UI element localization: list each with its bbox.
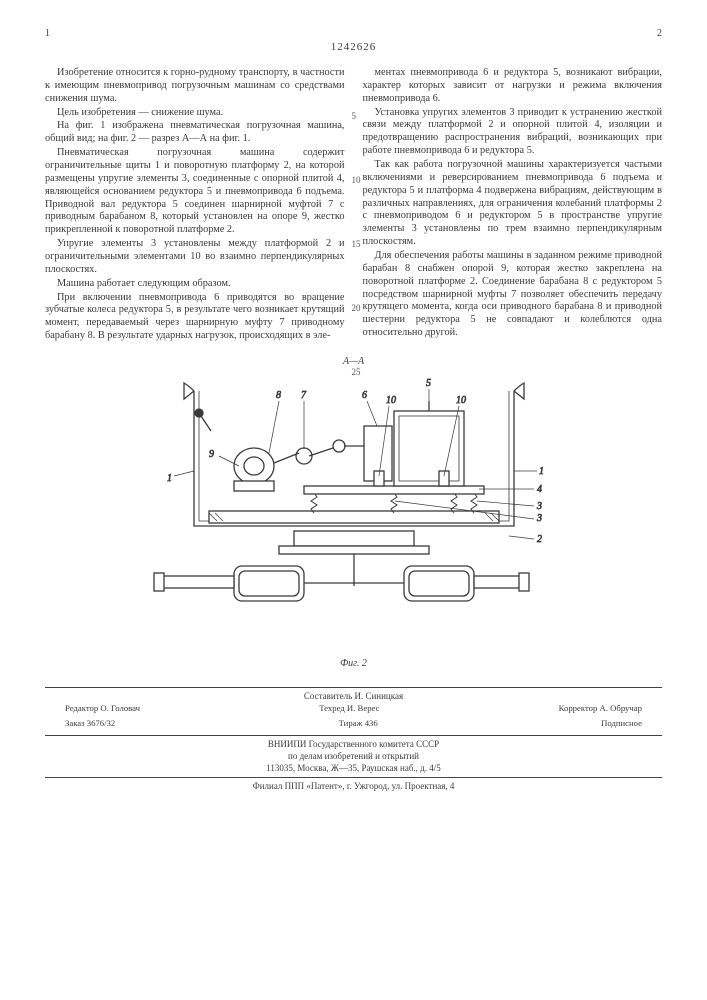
section-label: А—А xyxy=(45,356,662,367)
address-1: 113035, Москва, Ж—35, Раушская наб., д. … xyxy=(45,763,662,775)
paragraph: На фиг. 1 изображена пневматическая погр… xyxy=(45,120,345,146)
figure-2: А—А xyxy=(45,356,662,669)
callout-4: 4 xyxy=(537,484,542,495)
line-number: 20 xyxy=(352,303,361,314)
callout-5: 5 xyxy=(426,378,431,389)
callout-9: 9 xyxy=(209,449,214,460)
callout-7: 7 xyxy=(301,390,307,401)
left-column: Изобретение относится к горно-рудному тр… xyxy=(45,67,345,344)
paragraph: Машина работает следующим образом. xyxy=(45,278,345,291)
paragraph: Пневматическая погрузочная машина содерж… xyxy=(45,147,345,237)
text-columns: Изобретение относится к горно-рудному тр… xyxy=(45,67,662,344)
page-header-row: 1 2 xyxy=(45,28,662,39)
order-number: Заказ 3676/32 xyxy=(65,718,115,729)
colophon: Составитель И. Синицкая Редактор О. Голо… xyxy=(45,687,662,793)
callout-3b: 3 xyxy=(536,513,542,524)
org-line-2: по делам изобретений и открытий xyxy=(45,751,662,763)
page-number-left: 1 xyxy=(45,28,50,39)
patent-page: 1 2 1242626 Изобретение относится к горн… xyxy=(0,0,707,813)
callout-10b: 10 xyxy=(456,395,466,406)
page-number-right: 2 xyxy=(657,28,662,39)
paragraph: Изобретение относится к горно-рудному тр… xyxy=(45,67,345,106)
credits-row-2: Заказ 3676/32 Тираж 436 Подписное xyxy=(65,718,642,729)
corrector: Корректор А. Обручар xyxy=(559,703,642,714)
address-2: Филиал ППП «Патент», г. Ужгород, ул. Про… xyxy=(45,781,662,793)
callout-3: 3 xyxy=(536,501,542,512)
compiler-line: Составитель И. Синицкая xyxy=(45,691,662,703)
paragraph: Упругие элементы 3 установлены между пла… xyxy=(45,238,345,277)
figure-2-drawing: 1 2 3 3 4 5 6 7 8 9 10 10 1 xyxy=(139,371,569,651)
callout-8: 8 xyxy=(276,390,281,401)
paragraph: Установка упругих элементов 3 приводит к… xyxy=(363,107,663,158)
editor: Редактор О. Головач xyxy=(65,703,140,714)
paragraph: Для обеспечения работы машины в заданном… xyxy=(363,250,663,340)
right-column: 5 10 15 20 25 ментах пневмопривода 6 и р… xyxy=(363,67,663,344)
credits-row-1: Редактор О. Головач Техред И. Верес Корр… xyxy=(65,703,642,714)
paragraph: Так как работа погрузочной машины характ… xyxy=(363,159,663,249)
callout-1b: 1 xyxy=(539,466,544,477)
callout-1: 1 xyxy=(167,473,172,484)
techred: Техред И. Верес xyxy=(319,703,379,714)
line-number: 25 xyxy=(352,367,361,378)
org-line-1: ВНИИПИ Государственного комитета СССР xyxy=(45,739,662,751)
tirazh: Тираж 436 xyxy=(339,718,378,729)
callout-6: 6 xyxy=(362,390,367,401)
line-number: 5 xyxy=(352,111,357,122)
paragraph: При включении пневмопривода 6 приводятся… xyxy=(45,292,345,343)
callout-10: 10 xyxy=(386,395,396,406)
paragraph: ментах пневмопривода 6 и редуктора 5, во… xyxy=(363,67,663,106)
callout-2: 2 xyxy=(537,534,542,545)
podpisnoe: Подписное xyxy=(601,718,642,729)
figure-caption: Фиг. 2 xyxy=(45,658,662,669)
line-number: 15 xyxy=(352,239,361,250)
paragraph: Цель изобретения — снижение шума. xyxy=(45,107,345,120)
line-number: 10 xyxy=(352,175,361,186)
patent-number: 1242626 xyxy=(45,41,662,53)
